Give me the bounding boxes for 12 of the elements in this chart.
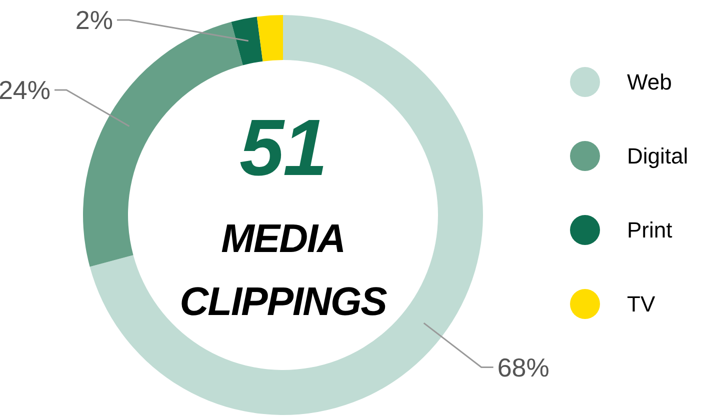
- text: CLIPPINGS: [180, 280, 388, 324]
- legend-label: Print: [627, 218, 672, 243]
- data-label: 24%: [0, 75, 50, 106]
- donut-slice: [256, 15, 283, 62]
- donut-slice: [231, 16, 263, 66]
- data-label: 68%: [497, 352, 550, 382]
- legend-label: Digital: [627, 144, 688, 169]
- legend-label: TV: [627, 292, 656, 317]
- legend-label: Web: [627, 70, 672, 95]
- text: MEDIA: [221, 217, 345, 261]
- data-label: 2%: [75, 5, 113, 36]
- text: 51: [240, 103, 326, 192]
